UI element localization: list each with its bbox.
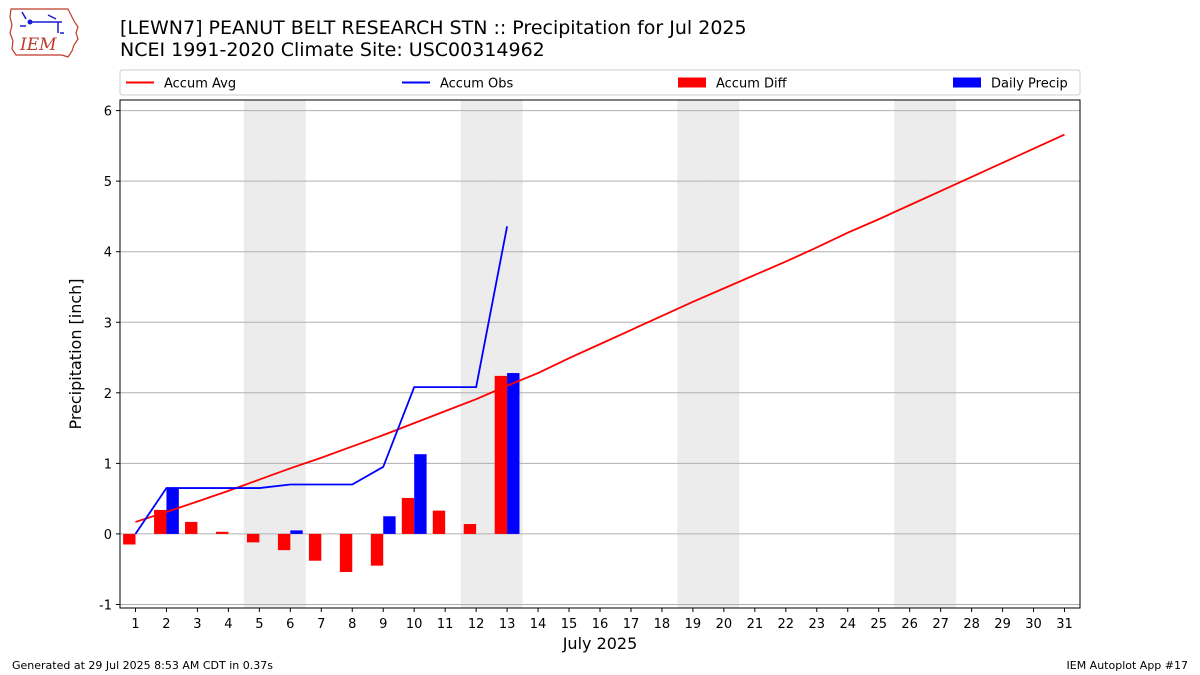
iowa-outline [9,8,79,58]
x-tick-label-30: 30 [1025,617,1042,632]
x-tick-label-11: 11 [437,617,454,632]
chart-title: [LEWN7] PEANUT BELT RESEARCH STN :: Prec… [120,17,747,39]
daily-precip-bar-10 [414,454,427,534]
x-tick-label-2: 2 [162,617,170,632]
accum-diff-bar-7 [308,533,322,561]
x-axis-label: July 2025 [562,634,638,653]
x-tick-label-17: 17 [623,617,640,632]
daily-precip-bar-2 [166,488,179,534]
x-tick-label-29: 29 [994,617,1011,632]
x-tick-label-10: 10 [406,617,423,632]
x-tick-label-9: 9 [379,617,387,632]
accum-diff-bar-3 [185,521,198,534]
x-tick-label-18: 18 [654,617,671,632]
app-credit: IEM Autoplot App #17 [1066,659,1189,672]
accum-diff-bar-12 [463,524,477,534]
legend-box [119,69,1081,96]
x-tick-label-27: 27 [932,617,949,632]
accum-obs-line [134,226,508,535]
x-tick-label-7: 7 [317,617,325,632]
legend-accum-diff-label: Accum Diff [716,77,788,92]
x-tick-label-4: 4 [224,617,232,632]
x-tick-label-14: 14 [530,617,547,632]
iem-logo: IEM [9,8,79,58]
y-tick-label-1: 1 [104,457,112,472]
daily-precip-bar-13 [507,373,520,534]
y-tick-label-0: 0 [104,528,112,543]
y-tick-label-2: 2 [104,387,112,402]
legend-accum-obs-label: Accum Obs [440,77,513,92]
accum-diff-bar-6 [277,533,291,551]
x-tick-label-26: 26 [901,617,918,632]
weekend-band-12 [460,100,492,608]
legend-accum-avg-label: Accum Avg [164,77,236,92]
x-tick-label-21: 21 [747,617,764,632]
accum-avg-line [135,133,1065,523]
x-tick-label-5: 5 [255,617,263,632]
x-tick-label-24: 24 [839,617,856,632]
weekend-band-20 [708,100,740,608]
accum-diff-bar-10 [401,497,415,534]
weather-station-icon [20,11,64,34]
y-tick-label-3: 3 [104,316,112,331]
accum-diff-bar-1 [123,533,136,545]
x-tick-label-20: 20 [716,617,733,632]
legend-accum-diff-swatch [678,77,706,88]
x-tick-label-13: 13 [499,617,516,632]
chart-subtitle: NCEI 1991-2020 Climate Site: USC00314962 [120,39,545,61]
y-axis-label: Precipitation [inch] [66,278,85,429]
x-tick-label-25: 25 [870,617,887,632]
x-tick-label-3: 3 [193,617,201,632]
weekend-band-5 [243,100,275,608]
x-tick-label-16: 16 [592,617,609,632]
daily-precip-bar-9 [383,516,396,534]
legend-daily-precip-swatch [953,77,981,88]
accum-diff-bar-13 [494,375,508,534]
x-tick-label-22: 22 [778,617,795,632]
logo-text: IEM [19,35,57,55]
x-tick-label-28: 28 [963,617,980,632]
generated-timestamp: Generated at 29 Jul 2025 8:53 AM CDT in … [12,659,273,672]
y-tick-label-4: 4 [104,246,112,261]
accum-diff-bar-11 [432,510,446,534]
legend-daily-precip-label: Daily Precip [991,77,1068,92]
x-tick-label-8: 8 [348,617,356,632]
weekend-band-19 [677,100,709,608]
y-tick-label-5: 5 [104,175,112,190]
x-tick-label-31: 31 [1056,617,1073,632]
y-tick-label-6: 6 [104,105,112,120]
accum-diff-bar-9 [370,533,384,566]
accum-diff-bar-4 [216,531,229,534]
station-dot [27,19,33,25]
x-tick-label-23: 23 [809,617,826,632]
weekend-band-27 [925,100,957,608]
y-tick-label--1: -1 [99,598,112,613]
weekend-band-6 [274,100,306,608]
accum-diff-bar-5 [246,533,260,543]
x-tick-label-1: 1 [131,617,139,632]
x-tick-label-6: 6 [286,617,294,632]
x-tick-label-15: 15 [561,617,578,632]
x-tick-label-12: 12 [468,617,485,632]
weekend-band-26 [894,100,926,608]
x-tick-label-19: 19 [685,617,702,632]
daily-precip-bar-6 [290,530,303,534]
accum-diff-bar-8 [339,533,353,573]
